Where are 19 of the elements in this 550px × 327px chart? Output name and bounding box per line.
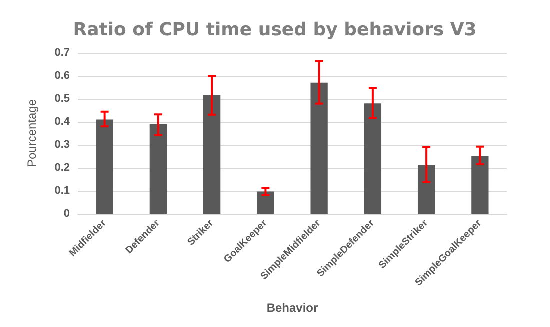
bar [310,82,328,214]
bar [203,96,221,214]
chart-title: Ratio of CPU time used by behaviors V3 [73,20,477,40]
y-tick-label: 0.6 [54,70,70,82]
y-tick-label: 0.1 [54,185,70,197]
y-tick-label: 0 [64,208,70,220]
y-tick-label: 0.2 [54,162,70,174]
y-tick-label: 0.7 [54,47,70,59]
bar [472,156,489,214]
y-tick-label: 0.4 [54,116,71,128]
bar [150,124,168,214]
y-axis-title: Pourcentage [25,99,39,168]
y-tick-label: 0.3 [54,139,70,151]
bar [257,192,274,214]
bar [364,104,382,214]
y-tick-label: 0.5 [54,93,70,105]
bar [418,165,436,214]
bar [96,120,114,214]
x-axis-title: Behavior [266,301,318,315]
